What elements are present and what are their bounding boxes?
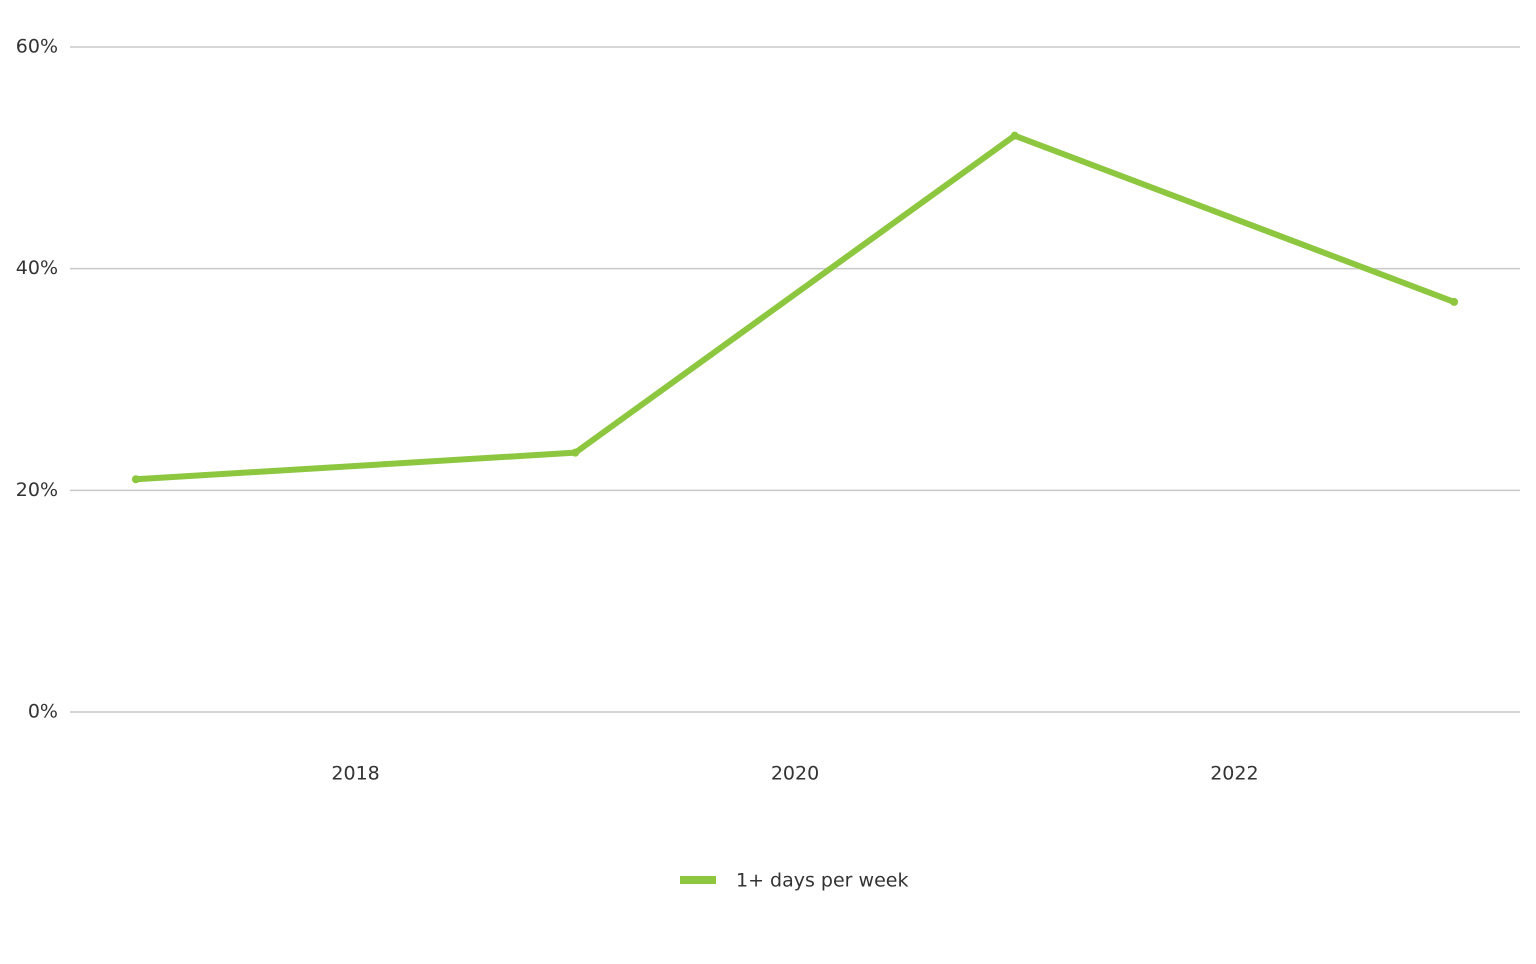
x-tick-label: 2022: [1210, 763, 1258, 785]
legend-label: 1+ days per week: [736, 870, 908, 892]
y-tick-label: 0%: [28, 701, 58, 723]
point: [571, 448, 580, 457]
y-tick-label: 40%: [16, 257, 58, 279]
point: [1010, 131, 1019, 140]
x-tick-label: 2020: [771, 763, 819, 785]
y-tick-label: 20%: [16, 479, 58, 501]
x-tick-label: 2018: [331, 763, 379, 785]
y-tick-label: 60%: [16, 36, 58, 58]
point: [1450, 297, 1459, 306]
point: [131, 475, 140, 484]
line: [132, 132, 1458, 483]
